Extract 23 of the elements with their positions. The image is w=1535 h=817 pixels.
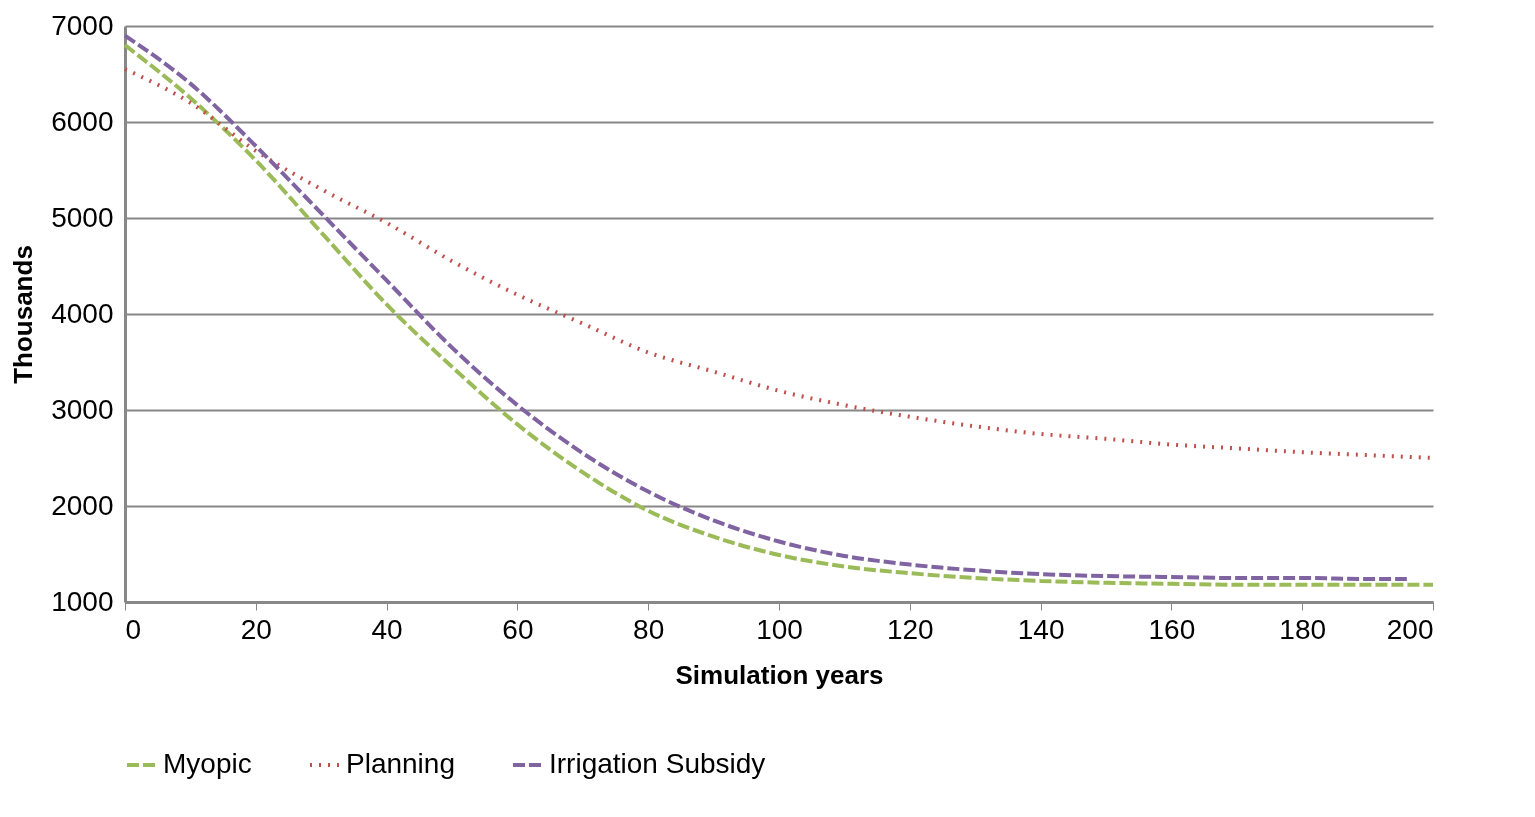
- y-tick-label: 6000: [51, 105, 114, 137]
- y-tick-label: 3000: [51, 393, 114, 425]
- y-tick-label: 4000: [51, 297, 114, 329]
- legend-label: Myopic: [163, 748, 252, 779]
- y-axis-title: Thousands: [8, 245, 39, 384]
- legend-label: Irrigation Subsidy: [549, 748, 766, 779]
- legend-label: Planning: [346, 748, 455, 779]
- x-tick-label: 40: [371, 613, 403, 645]
- x-tick-label: 140: [1017, 613, 1065, 645]
- x-tick-label: 20: [240, 613, 272, 645]
- x-tick-label: 160: [1148, 613, 1196, 645]
- x-tick-label: 80: [633, 613, 665, 645]
- x-tick-label: 60: [502, 613, 534, 645]
- x-tick-label: 120: [886, 613, 934, 645]
- x-tick-label: 180: [1279, 613, 1327, 645]
- y-tick-label: 5000: [51, 201, 114, 233]
- x-tick-label: 0: [125, 613, 142, 645]
- x-axis-title: Simulation years: [675, 659, 884, 690]
- x-tick-label: 200: [1386, 613, 1434, 645]
- y-tick-label: 1000: [51, 585, 114, 617]
- y-tick-label: 7000: [51, 9, 114, 41]
- x-tick-label: 100: [756, 613, 803, 645]
- y-tick-label: 2000: [51, 489, 114, 521]
